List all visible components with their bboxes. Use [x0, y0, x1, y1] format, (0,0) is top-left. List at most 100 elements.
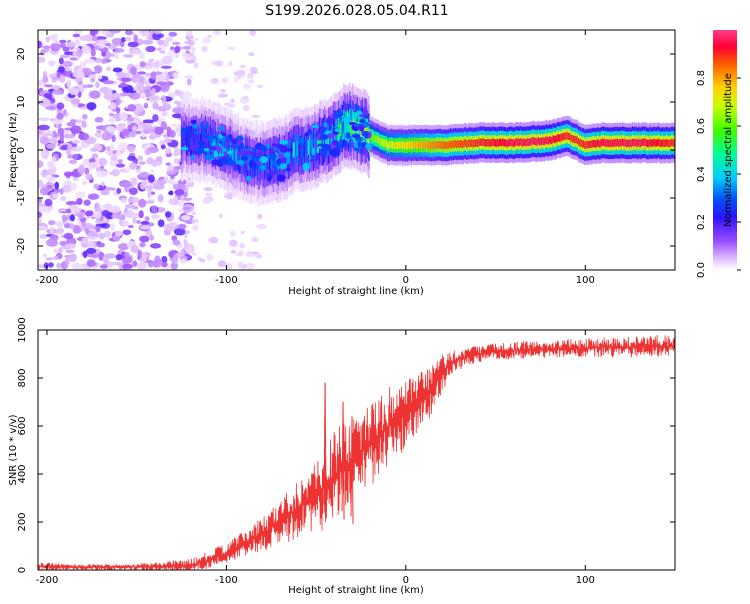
heatmap-noise-blob — [72, 71, 85, 79]
heatmap-noise-blob — [141, 253, 149, 260]
heatmap-noise-blob — [40, 49, 46, 56]
heatmap-ridge-cell — [575, 135, 577, 144]
heatmap-noise-blob — [157, 107, 168, 112]
heatmap-noise-blob — [181, 197, 193, 201]
heatmap-noise-blob — [135, 169, 141, 173]
heatmap-ridge-cell — [197, 133, 199, 149]
heatmap-ridge-cell — [299, 143, 301, 159]
heatmap-ridge-blob — [236, 163, 241, 171]
heatmap-ridge-cell — [466, 140, 468, 148]
heatmap-ridge-cell — [410, 142, 413, 150]
heatmap-noise-blob — [59, 43, 66, 49]
heatmap-noise-blob — [218, 214, 223, 218]
heatmap-noise-blob — [83, 199, 91, 206]
heatmap-ridge-cell — [619, 139, 621, 147]
heatmap-noise-blob — [142, 119, 155, 124]
heatmap-noise-blob — [139, 235, 150, 243]
snr-y-tick-label: 800 — [17, 368, 28, 387]
heatmap-noise-blob — [129, 92, 141, 100]
spectrogram-y-label: Frequency (Hz) — [8, 112, 19, 188]
heatmap-ridge-cell — [442, 141, 444, 149]
heatmap-noise-blob — [119, 219, 129, 228]
heatmap-noise-blob — [237, 261, 244, 269]
heatmap-noise-blob — [44, 198, 53, 207]
heatmap-ridge-cell — [476, 139, 478, 147]
heatmap-noise-blob — [248, 52, 255, 57]
heatmap-noise-blob — [228, 240, 238, 247]
heatmap-noise-blob — [177, 179, 187, 186]
heatmap-ridge-cell — [445, 141, 448, 150]
heatmap-ridge-cell — [405, 141, 408, 150]
heatmap-noise-blob — [42, 132, 55, 137]
heatmap-noise-blob — [98, 40, 105, 49]
heatmap-ridge-cell — [399, 141, 402, 150]
heatmap-noise-blob — [161, 83, 170, 91]
heatmap-noise-blob — [85, 84, 94, 88]
heatmap-noise-blob — [101, 210, 110, 217]
heatmap-noise-blob — [180, 257, 187, 264]
heatmap-ridge-cell — [310, 140, 312, 156]
heatmap-ridge-cell — [656, 138, 659, 147]
heatmap-noise-blob — [58, 75, 66, 83]
heatmap-noise-blob — [199, 258, 206, 263]
heatmap-noise-blob — [53, 255, 59, 261]
heatmap-ridge-cell — [467, 140, 469, 148]
heatmap-noise-blob — [148, 134, 157, 140]
heatmap-ridge-blob — [212, 141, 216, 148]
heatmap-ridge-cell — [566, 132, 569, 140]
heatmap-ridge-cell — [488, 138, 491, 147]
heatmap-noise-blob — [100, 189, 110, 196]
heatmap-ridge-cell — [292, 142, 295, 158]
heatmap-noise-blob — [54, 221, 65, 226]
heatmap-ridge-blob — [266, 143, 271, 150]
heatmap-noise-blob — [115, 163, 126, 168]
heatmap-ridge-cell — [542, 137, 545, 145]
heatmap-ridge-cell — [320, 133, 322, 149]
heatmap-ridge-cell — [531, 137, 533, 145]
heatmap-ridge-cell — [232, 147, 235, 163]
heatmap-noise-blob — [233, 77, 239, 83]
heatmap-ridge-cell — [321, 134, 324, 150]
colorbar-tick-label: 0.4 — [696, 166, 707, 182]
heatmap-ridge-cell — [644, 138, 647, 146]
heatmap-noise-blob — [121, 128, 130, 136]
heatmap-noise-blob — [247, 79, 255, 84]
heatmap-noise-blob — [138, 30, 144, 35]
heatmap-noise-blob — [87, 193, 100, 200]
heatmap-noise-blob — [120, 37, 127, 43]
heatmap-ridge-cell — [600, 139, 603, 147]
heatmap-noise-blob — [59, 188, 64, 195]
heatmap-noise-blob — [38, 211, 43, 218]
heatmap-ridge-cell — [667, 139, 669, 147]
heatmap-ridge-cell — [424, 140, 427, 149]
heatmap-noise-blob — [171, 113, 183, 119]
heatmap-ridge-cell — [507, 139, 510, 147]
heatmap-ridge-cell — [630, 139, 633, 148]
heatmap-noise-blob — [173, 227, 186, 236]
heatmap-ridge-cell — [515, 138, 517, 146]
heatmap-noise-blob — [95, 167, 102, 172]
heatmap-ridge-cell — [580, 139, 582, 147]
heatmap-ridge-blob — [313, 144, 319, 148]
spectrogram-y-tick-label: 10 — [16, 96, 27, 109]
spectrogram-y-tick-label: -10 — [16, 190, 27, 206]
heatmap-noise-blob — [98, 157, 108, 167]
heatmap-noise-blob — [122, 264, 134, 269]
heatmap-ridge-cell — [312, 139, 315, 155]
heatmap-ridge-cell — [434, 141, 437, 149]
snr-x-tick-label: -200 — [36, 575, 59, 586]
heatmap-noise-blob — [115, 149, 122, 158]
heatmap-noise-blob — [94, 65, 103, 74]
heatmap-ridge-cell — [641, 138, 644, 147]
heatmap-noise-blob — [66, 79, 72, 89]
heatmap-ridge-cell — [614, 139, 616, 147]
heatmap-noise-blob — [65, 200, 78, 206]
heatmap-ridge-cell — [194, 132, 197, 148]
heatmap-noise-blob — [90, 30, 99, 36]
heatmap-noise-blob — [150, 169, 155, 173]
heatmap-ridge-cell — [570, 134, 572, 142]
heatmap-ridge-cell — [291, 146, 294, 162]
heatmap-ridge-cell — [389, 141, 392, 149]
snr-peak-spike — [342, 401, 345, 520]
heatmap-noise-blob — [54, 181, 60, 190]
